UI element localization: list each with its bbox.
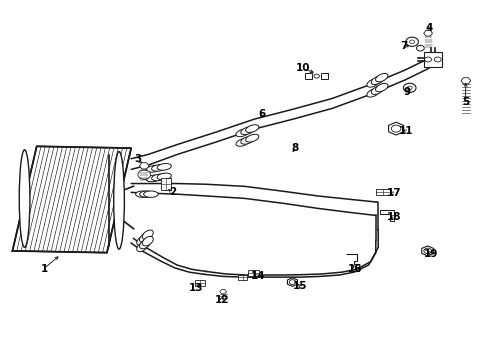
Circle shape xyxy=(406,37,418,46)
Text: 14: 14 xyxy=(251,271,266,282)
Text: 5: 5 xyxy=(462,97,469,107)
Text: 7: 7 xyxy=(400,41,408,51)
Circle shape xyxy=(435,57,441,62)
Ellipse shape xyxy=(371,76,384,85)
Text: 6: 6 xyxy=(258,109,266,120)
Ellipse shape xyxy=(241,127,254,135)
Circle shape xyxy=(416,45,424,51)
Circle shape xyxy=(289,280,295,284)
Text: 19: 19 xyxy=(423,249,438,259)
Ellipse shape xyxy=(151,174,166,181)
Polygon shape xyxy=(389,122,404,135)
Circle shape xyxy=(392,125,401,132)
Ellipse shape xyxy=(140,239,150,249)
Bar xyxy=(305,73,312,79)
Polygon shape xyxy=(422,246,434,256)
Text: 12: 12 xyxy=(215,295,229,305)
Ellipse shape xyxy=(137,242,147,252)
Ellipse shape xyxy=(367,89,379,97)
Polygon shape xyxy=(12,146,131,253)
Ellipse shape xyxy=(146,175,160,182)
Polygon shape xyxy=(424,31,433,36)
Ellipse shape xyxy=(144,191,158,197)
Text: 9: 9 xyxy=(404,87,411,97)
Text: 3: 3 xyxy=(134,154,141,165)
Polygon shape xyxy=(461,78,471,84)
Ellipse shape xyxy=(236,129,249,137)
Text: 2: 2 xyxy=(169,188,176,197)
Text: 4: 4 xyxy=(425,23,433,33)
Circle shape xyxy=(314,74,319,78)
Text: 1: 1 xyxy=(40,264,48,274)
Text: 10: 10 xyxy=(296,63,310,73)
Ellipse shape xyxy=(245,125,259,132)
Bar xyxy=(376,189,390,195)
Ellipse shape xyxy=(114,152,124,249)
Polygon shape xyxy=(288,278,297,286)
Text: 16: 16 xyxy=(348,264,363,274)
Text: 11: 11 xyxy=(398,126,413,136)
Ellipse shape xyxy=(142,230,153,239)
Bar xyxy=(321,73,328,79)
Bar xyxy=(248,270,259,276)
Ellipse shape xyxy=(146,166,160,172)
Text: 13: 13 xyxy=(189,283,204,293)
Ellipse shape xyxy=(371,86,384,94)
Bar xyxy=(195,280,205,285)
Circle shape xyxy=(138,170,150,179)
Text: 8: 8 xyxy=(292,143,299,153)
Ellipse shape xyxy=(140,233,150,242)
Ellipse shape xyxy=(151,165,166,171)
Ellipse shape xyxy=(375,84,388,92)
Circle shape xyxy=(425,57,432,62)
Bar xyxy=(238,275,247,280)
FancyBboxPatch shape xyxy=(424,52,442,67)
Ellipse shape xyxy=(236,139,249,146)
Text: 15: 15 xyxy=(293,281,308,291)
Polygon shape xyxy=(220,289,226,294)
Ellipse shape xyxy=(245,134,259,142)
Ellipse shape xyxy=(140,191,154,197)
Text: 17: 17 xyxy=(387,189,401,198)
Polygon shape xyxy=(380,210,394,221)
Ellipse shape xyxy=(157,173,171,180)
Ellipse shape xyxy=(375,73,388,82)
Circle shape xyxy=(403,83,416,93)
Bar xyxy=(161,178,171,190)
Ellipse shape xyxy=(19,150,30,247)
Text: 18: 18 xyxy=(387,212,401,222)
Ellipse shape xyxy=(142,237,153,246)
Circle shape xyxy=(410,40,415,44)
Ellipse shape xyxy=(241,136,254,144)
Ellipse shape xyxy=(367,79,379,87)
Circle shape xyxy=(424,248,431,253)
Ellipse shape xyxy=(157,163,171,170)
Ellipse shape xyxy=(137,236,147,245)
Ellipse shape xyxy=(136,191,150,197)
Polygon shape xyxy=(139,163,149,169)
Circle shape xyxy=(407,86,412,90)
